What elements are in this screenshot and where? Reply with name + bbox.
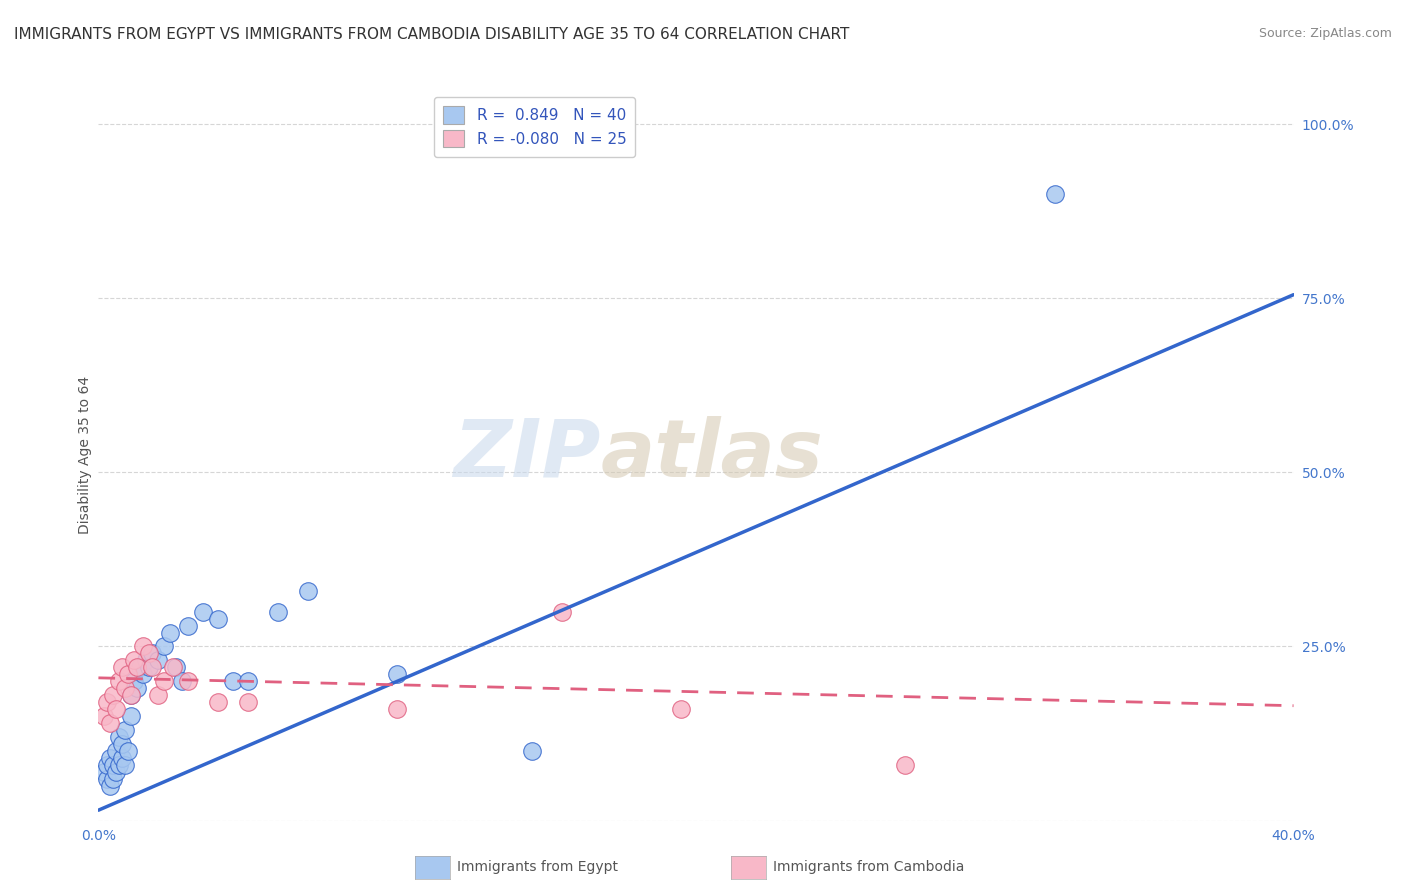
Point xyxy=(153,640,176,654)
Point xyxy=(96,772,118,786)
Point xyxy=(127,660,149,674)
Point xyxy=(191,605,214,619)
Point xyxy=(103,758,125,772)
Point xyxy=(135,653,157,667)
Point xyxy=(1043,186,1066,201)
Y-axis label: Disability Age 35 to 64: Disability Age 35 to 64 xyxy=(77,376,91,534)
Point xyxy=(105,702,128,716)
Text: Immigrants from Egypt: Immigrants from Egypt xyxy=(457,861,619,874)
Point xyxy=(98,779,122,793)
Point xyxy=(114,723,136,737)
Point xyxy=(236,695,259,709)
Point xyxy=(120,709,142,723)
Point xyxy=(111,737,134,751)
Point xyxy=(111,751,134,765)
Point xyxy=(120,688,142,702)
Point xyxy=(98,751,122,765)
Point xyxy=(153,674,176,689)
Point xyxy=(93,764,115,779)
Point xyxy=(117,744,139,758)
Point xyxy=(236,674,259,689)
Point xyxy=(385,702,409,716)
Point xyxy=(132,667,155,681)
Point xyxy=(103,772,125,786)
Point xyxy=(117,667,139,681)
Point xyxy=(127,681,149,696)
Text: Immigrants from Cambodia: Immigrants from Cambodia xyxy=(773,861,965,874)
Point xyxy=(103,688,125,702)
Point xyxy=(148,653,170,667)
Point xyxy=(108,758,131,772)
Point xyxy=(138,660,160,674)
Point xyxy=(114,681,136,696)
Point xyxy=(297,583,319,598)
Point xyxy=(93,709,115,723)
Point xyxy=(114,758,136,772)
Point xyxy=(132,640,155,654)
Point xyxy=(162,660,184,674)
Text: Source: ZipAtlas.com: Source: ZipAtlas.com xyxy=(1258,27,1392,40)
Point xyxy=(138,647,160,661)
Text: atlas: atlas xyxy=(600,416,823,494)
Point xyxy=(222,674,245,689)
Point xyxy=(177,674,200,689)
Point xyxy=(207,695,229,709)
Text: ZIP: ZIP xyxy=(453,416,600,494)
Point xyxy=(385,667,409,681)
Point xyxy=(111,660,134,674)
Point xyxy=(108,730,131,744)
Point xyxy=(105,764,128,779)
Point xyxy=(108,674,131,689)
Text: IMMIGRANTS FROM EGYPT VS IMMIGRANTS FROM CAMBODIA DISABILITY AGE 35 TO 64 CORREL: IMMIGRANTS FROM EGYPT VS IMMIGRANTS FROM… xyxy=(14,27,849,42)
Point xyxy=(550,605,572,619)
Point xyxy=(520,744,543,758)
Point xyxy=(148,688,170,702)
Point xyxy=(96,695,118,709)
Point xyxy=(177,618,200,632)
Point xyxy=(124,653,146,667)
Point xyxy=(267,605,290,619)
Point xyxy=(669,702,692,716)
Legend: R =  0.849   N = 40, R = -0.080   N = 25: R = 0.849 N = 40, R = -0.080 N = 25 xyxy=(434,97,636,157)
Point xyxy=(141,660,163,674)
Point xyxy=(165,660,187,674)
Point xyxy=(129,660,152,674)
Point xyxy=(120,688,142,702)
Point xyxy=(159,625,181,640)
Point xyxy=(894,758,917,772)
Point xyxy=(172,674,194,689)
Point xyxy=(124,674,146,689)
Point xyxy=(141,647,163,661)
Point xyxy=(98,716,122,731)
Point xyxy=(207,612,229,626)
Point xyxy=(96,758,118,772)
Point xyxy=(105,744,128,758)
